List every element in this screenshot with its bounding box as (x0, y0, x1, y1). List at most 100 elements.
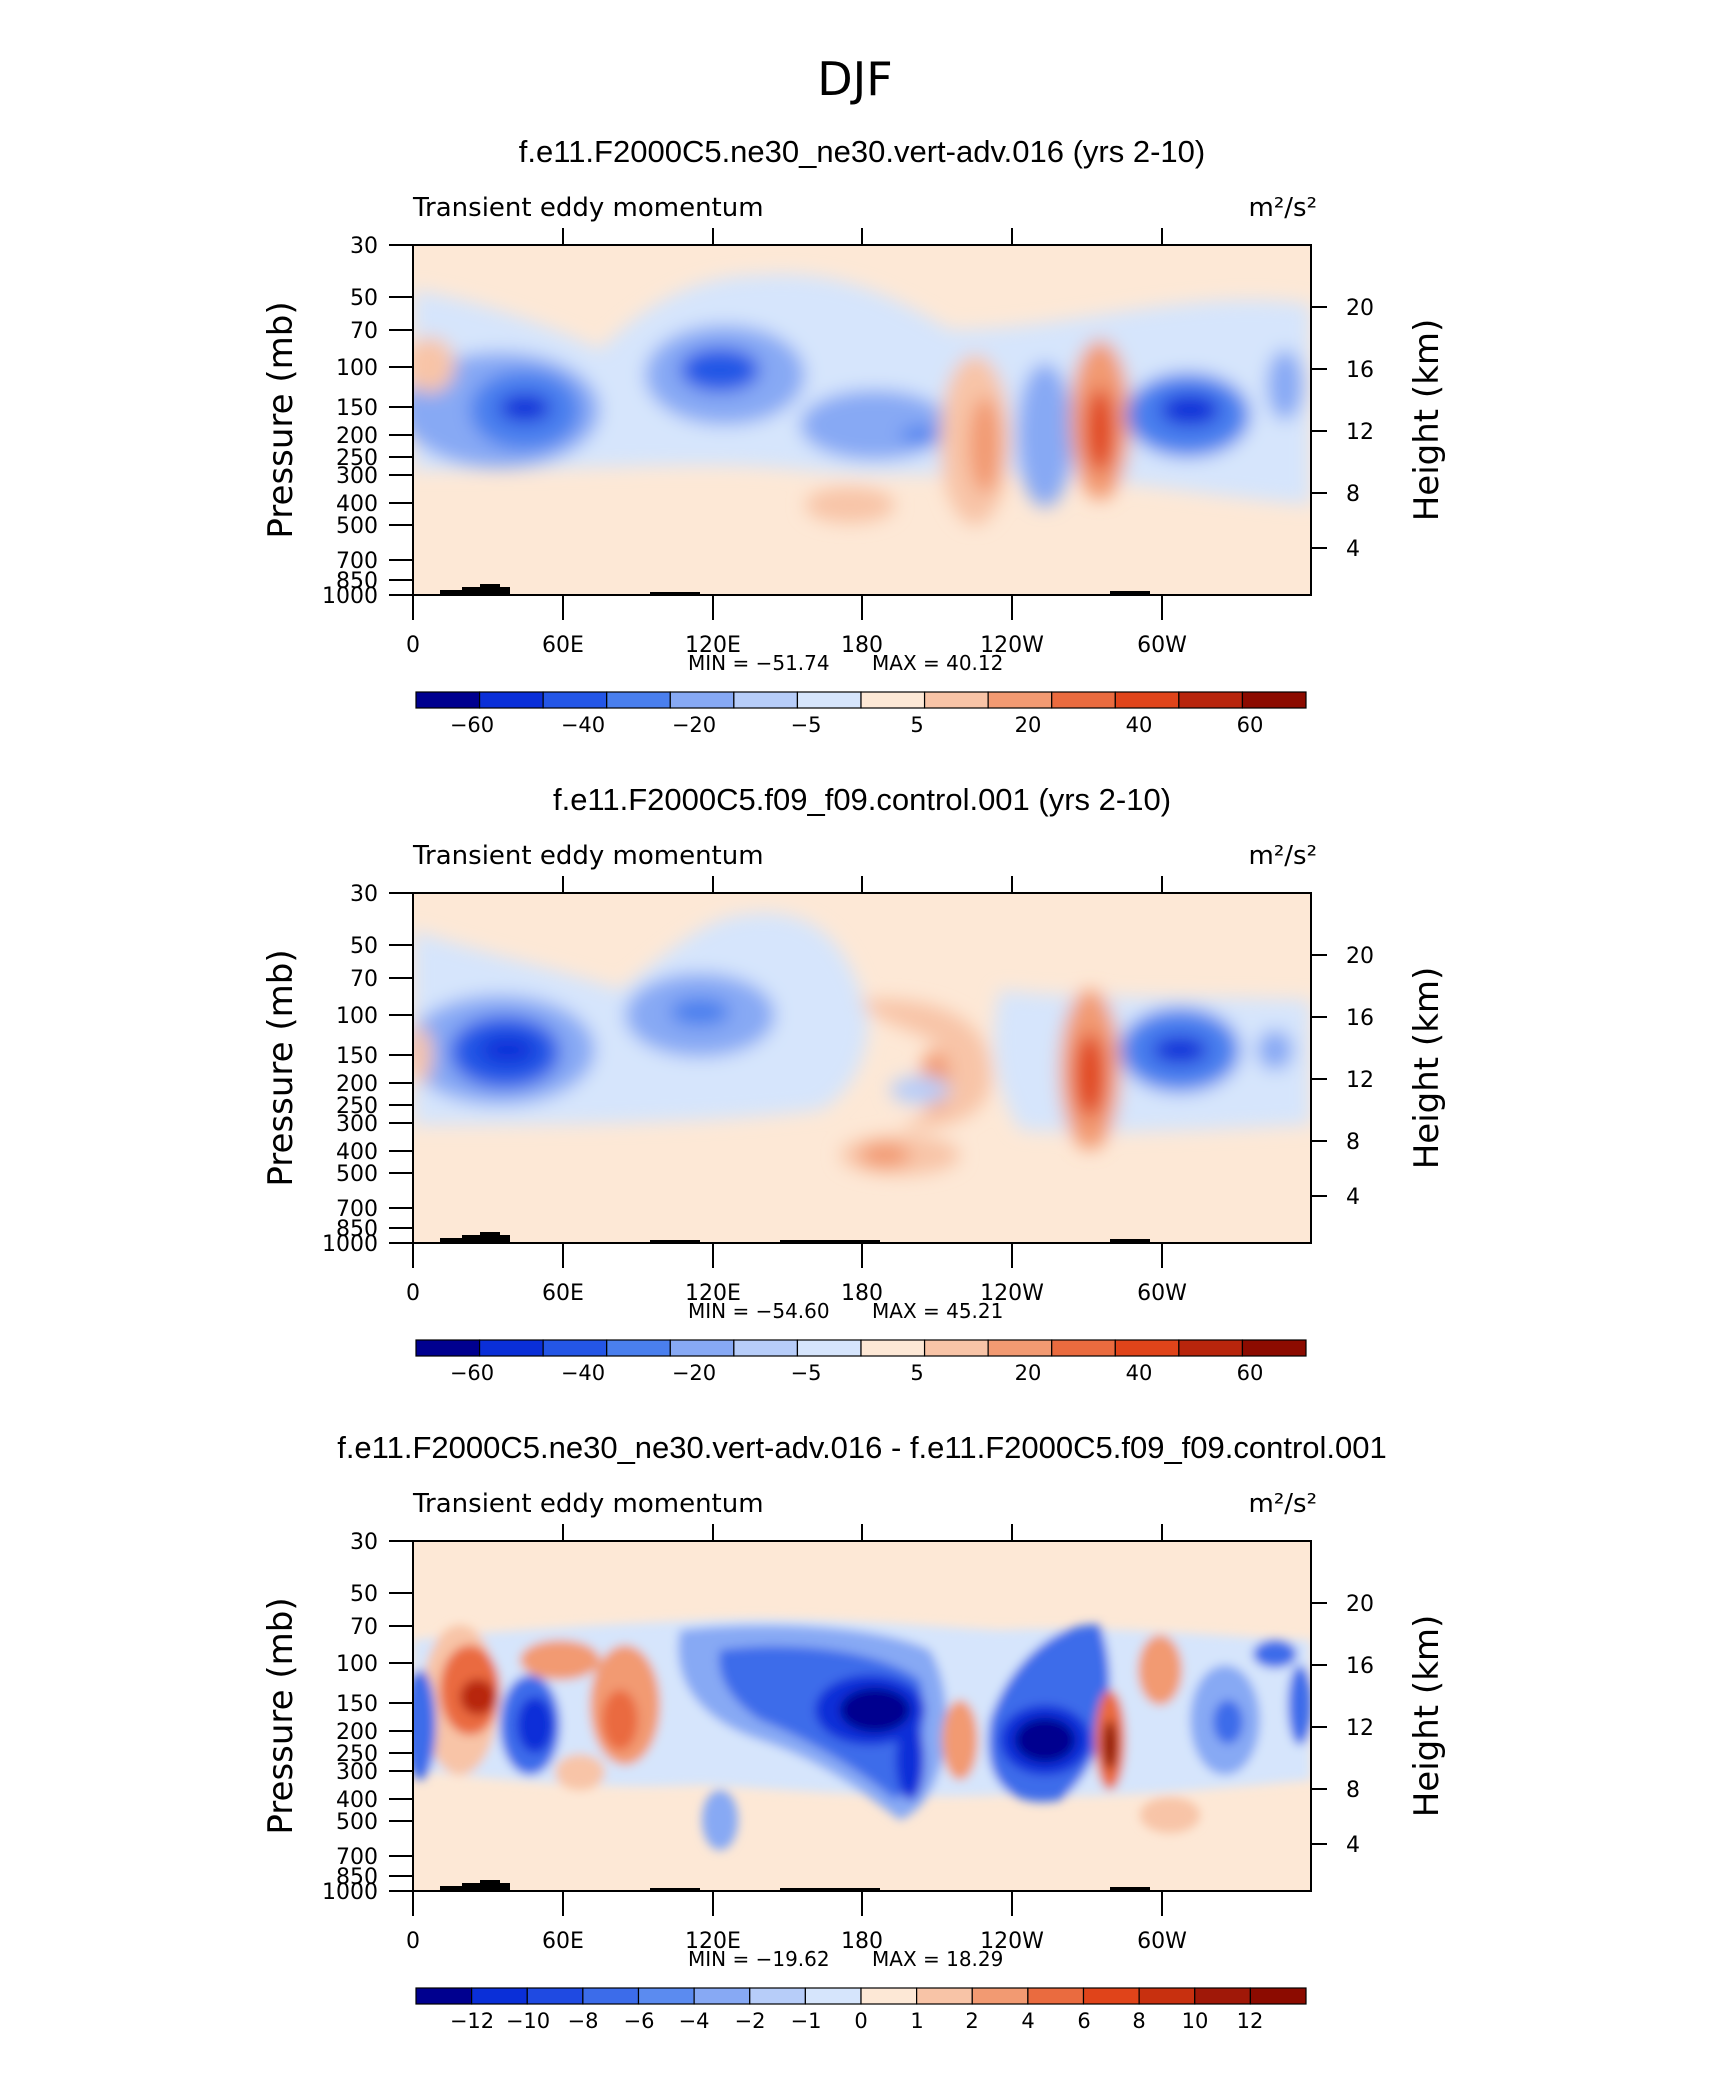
colorbar-label: 0 (854, 2009, 867, 2033)
colorbar-swatch (1114, 1339, 1180, 1357)
colorbar-swatch (415, 691, 481, 709)
field-description: Transient eddy momentum (412, 841, 764, 871)
colorbar-swatch (1051, 1339, 1116, 1357)
y-ticks-right (1311, 1602, 1327, 1845)
colorbar-label: −40 (561, 1361, 605, 1385)
colorbar-swatch (542, 691, 608, 709)
y-axis-title-right: Height (km) (1407, 967, 1447, 1170)
colorbar-swatch (804, 1987, 862, 2005)
colorbar-label: 5 (910, 713, 923, 737)
y-ticks-left (389, 1540, 413, 1892)
tick-label: 1000 (322, 1232, 378, 1257)
colorbar (415, 691, 1307, 709)
colorbar-label: 2 (965, 2009, 978, 2033)
tick-label: 700 (336, 1197, 378, 1222)
colorbar-swatch (987, 1339, 1053, 1357)
panel-2: f.e11.F2000C5.f09_f09.control.001 (yrs 2… (261, 782, 1447, 1385)
tick-label: 200 (336, 1720, 378, 1745)
contour-feature (1152, 1036, 1208, 1064)
tick-label: 200 (336, 424, 378, 449)
colorbar-swatch (582, 1987, 640, 2005)
colorbar-swatch (860, 1339, 926, 1357)
y-ticks-left (389, 892, 413, 1244)
y-axis-title: Pressure (mb) (261, 301, 301, 538)
contour-feature (520, 1640, 600, 1680)
max-label: MAX = 40.12 (872, 651, 1003, 675)
tick-label: 30 (350, 882, 378, 907)
x-tick-labels: 0 60E 120E 180 120W 60W (406, 1929, 1187, 1954)
colorbar-label: 60 (1237, 713, 1264, 737)
panel-3: f.e11.F2000C5.ne30_ne30.vert-adv.016 - f… (261, 1430, 1447, 2033)
x-ticks (412, 1524, 1163, 1916)
tick-label: 100 (336, 1004, 378, 1029)
field-description: Transient eddy momentum (412, 193, 764, 223)
y-tick-labels-right: 20 16 12 8 4 (1346, 944, 1374, 1210)
contour-feature (1213, 1700, 1243, 1744)
colorbar-swatch (860, 1987, 918, 2005)
colorbar-swatch (1178, 691, 1244, 709)
colorbar-labels: −60 −40 −20 −5 5 20 40 60 (450, 713, 1264, 737)
tick-label: 120E (685, 1929, 741, 1954)
tick-label: 60W (1137, 1929, 1187, 1954)
colorbar-swatch (1051, 691, 1116, 709)
colorbar-swatch (1241, 1339, 1307, 1357)
tick-label: 700 (336, 549, 378, 574)
contour-feature (1140, 1797, 1200, 1833)
y-axis-title-right: Height (km) (1407, 319, 1447, 522)
colorbar-label: 6 (1077, 2009, 1090, 2033)
colorbar-swatch (733, 691, 799, 709)
tick-label: 250 (336, 1742, 378, 1767)
colorbar-label: −40 (561, 713, 605, 737)
tick-label: 70 (350, 967, 378, 992)
colorbar-swatch (1241, 691, 1307, 709)
colorbar (415, 1987, 1307, 2005)
y-ticks-left (389, 244, 413, 596)
colorbar-swatch (733, 1339, 799, 1357)
colorbar-label: −5 (791, 713, 822, 737)
y-tick-labels-left: 30 50 70 100 150 200 250 300 400 500 700… (322, 1530, 378, 1905)
tick-label: 300 (336, 1760, 378, 1785)
contour-fill (413, 1618, 1311, 1850)
tick-label: 30 (350, 234, 378, 259)
tick-label: 500 (336, 1162, 378, 1187)
tick-label: 20 (1346, 944, 1374, 969)
tick-label: 4 (1346, 1833, 1360, 1858)
colorbar-swatch (606, 691, 671, 709)
plot-area (413, 245, 1311, 595)
colorbar-label: −1 (791, 2009, 822, 2033)
plot-area (413, 1541, 1311, 1891)
colorbar-swatch (923, 1339, 989, 1357)
tick-label: 100 (336, 356, 378, 381)
tick-label: 180 (841, 633, 883, 658)
colorbar-swatch (796, 1339, 862, 1357)
tick-label: 150 (336, 396, 378, 421)
contour-fill (413, 912, 1311, 1175)
tick-label: 120E (685, 633, 741, 658)
tick-label: 400 (336, 1788, 378, 1813)
contour-feature (517, 1697, 553, 1753)
colorbar-label: −60 (450, 1361, 494, 1385)
colorbar-swatch (669, 1339, 735, 1357)
contour-feature (860, 999, 992, 1130)
colorbar-label: −12 (450, 2009, 494, 2033)
colorbar-swatch (916, 1987, 973, 2005)
colorbar-label: 20 (1015, 713, 1042, 737)
tick-label: 8 (1346, 1778, 1360, 1803)
y-ticks-right (1311, 306, 1327, 549)
tick-label: 20 (1346, 1592, 1374, 1617)
y-ticks-right (1311, 954, 1327, 1197)
colorbar-swatch (749, 1987, 806, 2005)
colorbar-swatch (542, 1339, 608, 1357)
min-label: MIN = −19.62 (688, 1947, 830, 1971)
figure-title: DJF (817, 52, 892, 106)
y-tick-labels-left: 30 50 70 100 150 200 250 300 400 500 700… (322, 234, 378, 609)
topography (440, 1232, 1150, 1243)
colorbar-label: 40 (1126, 1361, 1153, 1385)
y-tick-labels-left: 30 50 70 100 150 200 250 300 400 500 700… (322, 882, 378, 1257)
contour-feature (680, 348, 760, 392)
colorbar-labels: −12 −10 −8 −6 −4 −2 −1 0 1 2 4 6 8 10 12 (450, 2009, 1264, 2033)
contour-feature (900, 427, 940, 443)
contour-feature (1103, 1720, 1117, 1770)
colorbar-label: −6 (624, 2009, 655, 2033)
